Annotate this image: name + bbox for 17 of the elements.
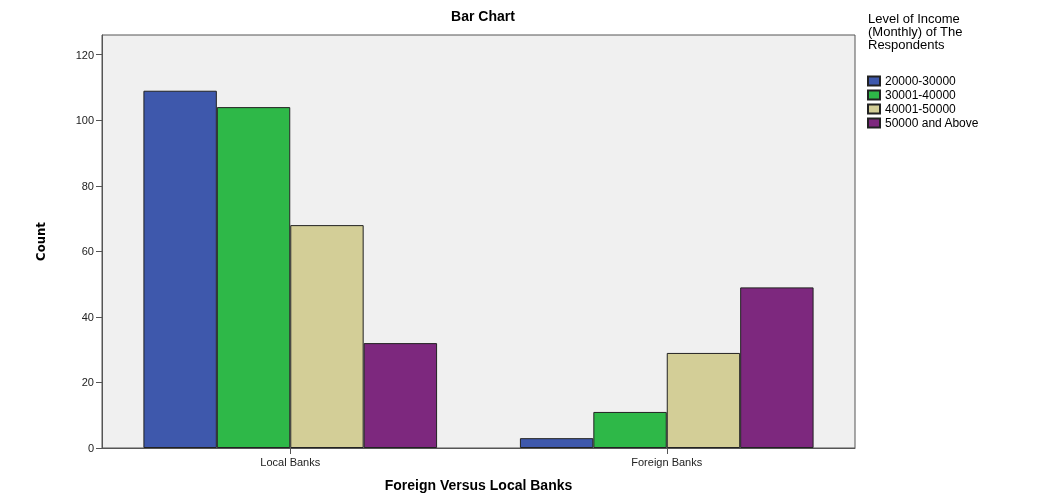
y-tick-label: 120 xyxy=(75,48,94,61)
legend-title: Level of Income (Monthly) of The Respondents xyxy=(868,11,963,52)
legend-label: 20000-30000 xyxy=(885,74,957,88)
y-tick-label: 60 xyxy=(81,245,94,258)
y-tick-label: 40 xyxy=(81,310,94,323)
legend-label: 40001-50000 xyxy=(885,102,957,116)
x-axis-title: Foreign Versus Local Banks xyxy=(384,477,573,493)
y-axis-title: Count xyxy=(33,221,48,261)
y-tick-label: 100 xyxy=(75,114,94,127)
chart-title: Bar Chart xyxy=(451,8,516,24)
x-tick-label: Local Banks xyxy=(260,455,321,468)
y-tick-label: 0 xyxy=(87,442,94,454)
x-tick-label: Foreign Banks xyxy=(631,455,703,468)
y-tick-label: 20 xyxy=(81,376,94,389)
y-tick-label: 80 xyxy=(81,179,94,192)
legend-label: 50000 and Above xyxy=(885,116,979,130)
legend-label: 30001-40000 xyxy=(885,88,957,102)
